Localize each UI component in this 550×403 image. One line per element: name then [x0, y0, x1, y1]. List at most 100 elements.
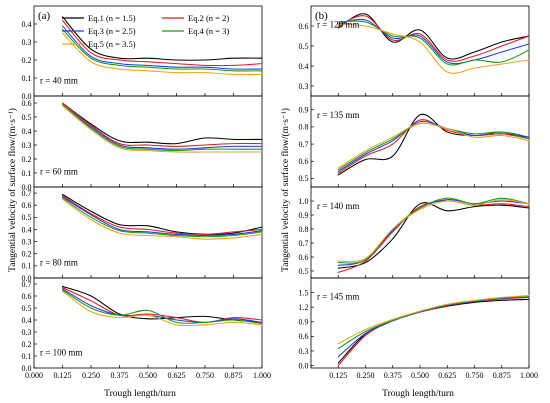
- y-tick-label: 0.4: [22, 316, 32, 325]
- y-tick-label: 0.5: [299, 267, 309, 276]
- y-tick-label: 0.9: [299, 106, 309, 115]
- radius-label: r = 120 mm: [317, 20, 359, 30]
- series-line-4: [337, 20, 530, 66]
- x-tick-label: 0.625: [438, 371, 456, 380]
- series-line-2: [61, 287, 263, 323]
- ylabel-left: Tangential velocity of surface flow/(m·s…: [7, 108, 18, 272]
- panel-a-3: 0.0 0.1 0.2 0.3 0.4 0.5 0.6 0.7 r = 80 mm: [22, 186, 263, 283]
- series-line-3: [61, 25, 263, 70]
- column-b: 0.3 0.4 0.5 0.6 r = 120 mm(b) 0.5 0.6 0.7 0.8 0.9…: [299, 5, 538, 380]
- column-label: (a): [38, 10, 51, 22]
- radius-label: r = 40 mm: [40, 75, 78, 85]
- panel-b-1: 0.3 0.4 0.5 0.6 r = 120 mm(b): [299, 5, 530, 97]
- y-tick-label: 0.3: [299, 82, 309, 91]
- y-tick-label: 0.2: [22, 250, 32, 259]
- series-line-5: [337, 199, 530, 263]
- legend-entry: Eq.5 (n = 3.5): [88, 39, 136, 49]
- series-line-1: [61, 102, 263, 145]
- series-line-2: [61, 102, 263, 147]
- x-tick-label: 0.375: [384, 371, 402, 380]
- y-tick-label: 0.8: [299, 225, 309, 234]
- y-tick-label: 0.3: [299, 347, 309, 356]
- x-tick-label: 0.250: [82, 371, 100, 380]
- series-line-4: [61, 103, 263, 152]
- panel-a-2: 0.0 0.1 0.2 0.3 0.4 0.5 0.6 r = 60 mm: [22, 95, 263, 192]
- x-tick-label: 0.875: [493, 371, 511, 380]
- series-line-4: [337, 122, 530, 171]
- y-tick-label: 0.7: [299, 140, 309, 149]
- y-tick-label: 0.2: [22, 155, 32, 164]
- series-line-3: [61, 103, 263, 150]
- legend-entry: Eq.3 (n = 2.5): [88, 26, 136, 36]
- x-tick-label: 0.500: [139, 371, 157, 380]
- y-tick-label: 0.0: [22, 274, 32, 283]
- y-tick-label: 0.5: [22, 213, 32, 222]
- column-a: 0.00.10.20.30.4r = 40 mm(a)0.00.10.20.30…: [22, 5, 271, 380]
- xlabel-left: Trough length/turn: [104, 389, 176, 399]
- series-line-3: [337, 120, 530, 173]
- y-tick-label: 0.0: [22, 92, 32, 101]
- panel-b-2: 0.5 0.6 0.7 0.8 0.9 r = 135 mm: [299, 95, 530, 188]
- series-line-5: [61, 290, 263, 327]
- y-tick-label: 1.0: [299, 197, 309, 206]
- series-line-1: [337, 13, 530, 60]
- series-line-3: [61, 196, 263, 237]
- y-tick-label: 0.0: [22, 364, 32, 373]
- series-line-4: [61, 289, 263, 325]
- series-line-2: [337, 119, 530, 174]
- y-tick-label: 0.7: [22, 189, 32, 198]
- x-tick-label: 0.125: [54, 371, 72, 380]
- legend: Eq.1 (n = 1.5) Eq.2 (n = 2) Eq.3 (n = 2.5)…: [62, 13, 229, 49]
- series-line-5: [61, 198, 263, 240]
- panel-b-3: 0.5 0.6 0.7 0.8 0.9 1.0 r = 140 mm: [299, 186, 530, 279]
- y-tick-label: 0.9: [299, 211, 309, 220]
- series-line-1: [61, 193, 263, 235]
- series-line-4: [61, 28, 263, 72]
- radius-label: r = 140 mm: [317, 201, 359, 211]
- x-tick-label: 0.250: [357, 371, 375, 380]
- x-tick-label: 0.375: [111, 371, 129, 380]
- y-tick-label: 0.1: [22, 169, 32, 178]
- x-tick-label: 0.625: [168, 371, 186, 380]
- y-tick-label: 0.5: [299, 42, 309, 51]
- series-line-2: [61, 19, 263, 67]
- y-tick-label: 0.2: [22, 340, 32, 349]
- x-tick-label: 1.000: [520, 371, 538, 380]
- panel-b-4: 0.0 0.3 0.6 0.9 1.2 1.5 0.125 0.250 0.375 0.500 0.…: [299, 277, 538, 380]
- legend-entry: Eq.4 (n = 3): [188, 26, 229, 36]
- y-tick-label: 0.6: [299, 157, 309, 166]
- radius-label: r = 80 mm: [40, 257, 78, 267]
- x-tick-label: 0.125: [329, 371, 347, 380]
- y-tick-label: 0.0: [299, 361, 309, 370]
- panel-a-4: 0.0 0.1 0.2 0.3 0.4 0.5 0.6 0.7 0.000 0.125 0.250 0…: [22, 277, 271, 380]
- radius-label: r = 100 mm: [40, 347, 82, 357]
- ylabel-right: Tangential velocity of surface flow/(m·s…: [280, 108, 291, 272]
- y-tick-label: 0.2: [22, 56, 32, 65]
- y-tick-label: 0.4: [299, 62, 309, 71]
- y-tick-label: 0.8: [299, 123, 309, 132]
- y-tick-label: 0.5: [22, 113, 32, 122]
- column-label: (b): [315, 10, 328, 22]
- y-tick-label: 0.1: [22, 352, 32, 361]
- y-tick-label: 0.1: [22, 262, 32, 271]
- series-line-5: [61, 105, 263, 153]
- y-tick-label: 0.5: [22, 304, 32, 313]
- radius-label: r = 60 mm: [40, 166, 78, 176]
- y-tick-label: 0.3: [22, 237, 32, 246]
- radius-label: r = 145 mm: [317, 292, 359, 302]
- y-tick-label: 0.7: [22, 280, 32, 289]
- series-line-5: [337, 122, 530, 169]
- y-tick-label: 0.9: [299, 318, 309, 327]
- legend-entry: Eq.1 (n = 1.5): [88, 13, 136, 23]
- x-tick-label: 0.750: [196, 371, 214, 380]
- y-tick-label: 1.5: [299, 288, 309, 297]
- series-line-3: [337, 18, 530, 65]
- series-line-4: [61, 197, 263, 238]
- series-line-2: [61, 194, 263, 235]
- y-tick-label: 0.4: [22, 127, 32, 136]
- x-tick-label: 0.875: [225, 371, 243, 380]
- x-tick-label: 0.000: [25, 371, 43, 380]
- y-tick-label: 0.6: [299, 22, 309, 31]
- series-line-5: [61, 32, 263, 76]
